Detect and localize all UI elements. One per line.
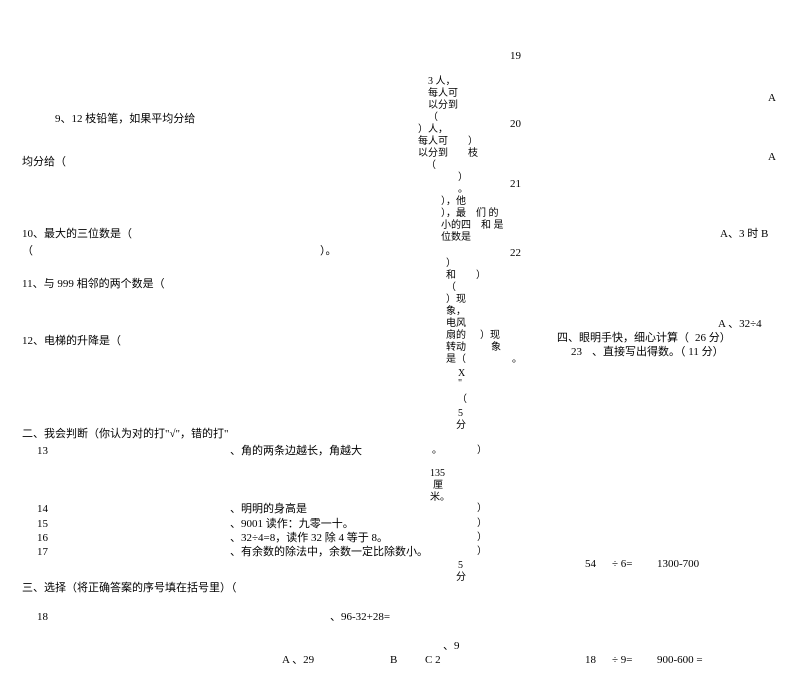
q19-num: 19 [510,50,521,63]
mid-cur6-dot: 。 [512,354,522,366]
section-3-title: 三、选择（将正确答案的序号填在括号里）（ [22,582,237,595]
q18-opt-d: 、9 [443,640,460,653]
q18-num: 18 [37,611,48,624]
mid-r2: ） [477,503,487,515]
mid-t3b: 以分到 [428,100,458,112]
q22-num: 22 [510,247,521,260]
q15-num: 15 [37,518,48,531]
mid-lp5: （ [457,394,467,406]
q23-num: 23 [571,346,582,359]
mid-cur4b: ）现 [480,330,500,342]
calc1-b: ÷ 6= [612,558,633,571]
q13-text: 、角的两条边越长，角越大 [230,445,362,458]
q18-text: 、96-32+28= [330,611,390,624]
q20-num: 20 [510,118,521,131]
q18-opt-b: B [390,654,397,667]
mid-t3d: ）人， [418,124,448,136]
mid-135b: 厘 [433,480,443,492]
mid-t3a: 每人可 [428,88,458,100]
q16-text: 、32÷4=8，读作 32 除 4 等于 8。 [230,532,388,545]
q18-opt-a: A 、29 [282,654,314,667]
mid-par-r4: （ [446,282,456,294]
q20-opt-a: A [768,151,776,164]
calc1-c: 1300-700 [657,558,699,571]
q9-line2: 均分给（ [22,156,66,169]
section-4-title-b: 26 分） [695,332,731,345]
q11-line1: 11、与 999 相邻的两个数是（ [22,278,165,291]
q13-num: 13 [37,445,48,458]
mid-r1: 。 [432,445,442,457]
mid-cur3: 电风 [446,318,466,330]
mid-cur6: 是（ [446,354,466,366]
mid-cur1: ）现 [446,294,466,306]
mid-r1b: ） [477,445,487,457]
mid-par-r2: 和 ） [446,270,486,282]
mid-cur4: 扇的 [446,330,466,342]
q12-line1: 12、电梯的升降是（ [22,335,121,348]
mid-par2: ），最 们 的 [441,208,499,220]
mid-cur2: 象， [446,306,466,318]
mid-par3: 小的四 和 是 [441,220,504,232]
mid-t3f2: 枝 [468,148,478,160]
q10-line1: 10、最大的三位数是（ [22,228,132,241]
mid-t3h: ） [458,172,468,184]
mid-t3f: 以分到 [418,148,448,160]
mid-t3c: （ [428,112,438,124]
q21-num: 21 [510,178,521,191]
mid-135: 135 [430,468,445,480]
mid-cur5b: 象 [491,342,501,354]
mid-fen: 分 [456,420,466,432]
mid-r5: ） [477,546,487,558]
q14-num: 14 [37,503,48,516]
q21-opt-a: A、3 时 B [720,228,768,241]
q22-opt-a: A 、32÷4 [718,318,762,331]
mid-quote: " [458,378,462,390]
mid-cur5: 转动 [446,342,466,354]
q19-opt-a: A [768,92,776,105]
calc2-a: 18 [585,654,596,667]
q9-line1: 9、12 枝铅笔，如果平均分给 [55,113,195,126]
q10-line1c: ）。 [320,245,337,258]
mid-f5b: 5 [458,560,463,572]
mid-r3: ） [477,518,487,530]
q10-line1b: （ [22,245,33,258]
section-2-title: 二、我会判断（你认为对的打"√"，错的打" [22,428,229,441]
q18-opt-c: C 2 [425,654,441,667]
mid-par4: 位数是 [441,232,471,244]
mid-t3e2: ） [468,136,478,148]
q15-text: 、9001 读作：九零一十。 [230,518,354,531]
mid-f5: 5 [458,408,463,420]
mid-t3i: 。 [458,184,468,196]
q23-text: 、直接写出得数。（ 11 分） [592,346,724,359]
mid-fenb: 分 [456,572,466,584]
mid-3ren: 3 人， [428,76,456,88]
mid-par1: ），他 [441,196,466,208]
q17-text: 、有余数的除法中，余数一定比除数小。 [230,546,428,559]
mid-t3e: 每人可 [418,136,448,148]
q17-num: 17 [37,546,48,559]
mid-r4: ） [477,532,487,544]
section-4-title: 四、眼明手快，细心计算（ [557,332,689,345]
calc2-c: 900-600 = [657,654,703,667]
mid-135c: 米。 [430,492,450,504]
q14-text: 、明明的身高是 [230,503,307,516]
mid-par-r1: ） [446,258,456,270]
calc1-a: 54 [585,558,596,571]
q16-num: 16 [37,532,48,545]
mid-t3g: （ [426,160,436,172]
calc2-b: ÷ 9= [612,654,633,667]
